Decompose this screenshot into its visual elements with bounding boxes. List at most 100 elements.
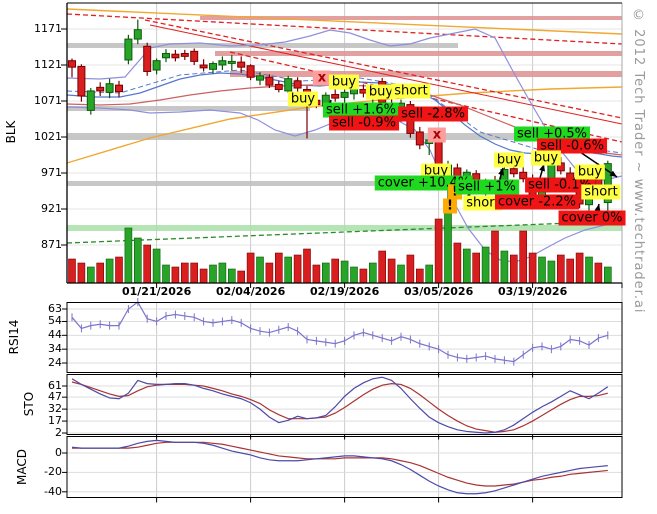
volume-bar: [481, 246, 490, 284]
candlestick: [284, 78, 293, 92]
support-resistance-band: [215, 51, 622, 56]
sto-tick-label: 17: [48, 414, 62, 428]
support-resistance-band: [67, 225, 622, 231]
candlestick: [256, 75, 264, 81]
volume-bar: [209, 264, 217, 284]
signal-label-stop: x: [427, 127, 447, 143]
volume-bar: [303, 248, 311, 284]
volume-bar: [143, 244, 151, 284]
volume-bar: [359, 268, 368, 284]
volume-bar: [87, 266, 95, 284]
volume-bar: [444, 212, 452, 284]
support-resistance-band: [230, 71, 622, 77]
signal-label-cover: cover -2.2%: [495, 194, 579, 210]
signal-arrowhead: [609, 170, 617, 177]
volume-bar: [425, 264, 434, 284]
candlestick: [152, 60, 161, 71]
signal-label-alert: !: [443, 198, 457, 214]
signal-label-cover: cover 0%: [558, 210, 626, 226]
volume-bar: [228, 268, 236, 284]
volume-bar: [519, 230, 528, 284]
candlestick: [68, 60, 76, 68]
rsi-line: [71, 301, 608, 363]
candlestick: [246, 65, 255, 78]
signal-label-buy: buy: [530, 150, 562, 166]
candlestick: [180, 52, 189, 57]
signal-label-buy: buy: [365, 84, 397, 100]
volume-bar: [152, 248, 161, 284]
volume-bar: [105, 258, 114, 284]
candlestick: [199, 64, 208, 69]
volume-bar: [556, 254, 565, 284]
price-tick-label: 1071: [34, 94, 62, 107]
volume-bar: [321, 262, 330, 284]
signal-arrowhead: [498, 168, 504, 176]
volume-bar: [368, 262, 377, 284]
signal-label-short: short: [391, 83, 431, 99]
candlestick: [115, 84, 123, 93]
price-tick-label: 1121: [34, 58, 62, 71]
candlestick: [293, 80, 302, 89]
volume-bar: [472, 252, 481, 284]
volume-bar: [462, 248, 471, 284]
candlestick: [603, 163, 612, 204]
support-resistance-band: [200, 16, 622, 20]
price-tick-label: 1171: [34, 22, 62, 35]
candlestick: [519, 171, 528, 180]
volume-bar: [256, 256, 264, 284]
candlestick: [274, 83, 283, 90]
sto-tick-label: 47: [48, 390, 62, 404]
signal-label-sell: sell -0.1%: [525, 177, 595, 193]
rsi-tick-label: 54: [48, 314, 62, 328]
candlestick: [227, 60, 236, 64]
volume-bar: [585, 256, 593, 284]
volume-bar: [387, 258, 396, 284]
signal-label-short: short: [463, 195, 503, 211]
watermark: © 2012 Tech Trader ~ www.techtrader.ai: [631, 8, 646, 314]
signal-label-buy: buy: [287, 91, 319, 107]
rsi-tick-label: 63: [48, 302, 62, 315]
price-tick-label: 1021: [34, 130, 62, 143]
volume-bar: [397, 264, 405, 284]
volume-bar: [134, 237, 142, 284]
candlestick: [237, 61, 246, 68]
volume-bar: [603, 266, 612, 284]
sto-tick-label: 2: [55, 426, 62, 440]
volume-bar: [171, 266, 180, 284]
candlestick: [171, 53, 180, 59]
macd-tick-label: -20: [44, 465, 62, 479]
volume-bar: [491, 230, 499, 284]
trend-line: [144, 19, 623, 119]
candlestick: [218, 60, 227, 66]
volume-bar: [434, 218, 443, 284]
candlestick: [162, 52, 170, 59]
signal-label-buy: buy: [493, 152, 525, 168]
candlestick: [77, 65, 86, 97]
macd-line: [71, 439, 608, 495]
volume-bar: [162, 264, 170, 284]
volume-bar: [246, 252, 255, 284]
date-tick-label: 03/05/2026: [403, 285, 474, 298]
volume-bar: [218, 262, 227, 284]
price-tick-label: 921: [41, 202, 62, 215]
volume-bar: [547, 260, 556, 284]
volume-bar: [77, 262, 86, 284]
volume-bar: [566, 258, 575, 284]
volume-bar: [415, 268, 424, 284]
trend-line: [149, 24, 623, 125]
volume-bar: [406, 254, 415, 284]
signal-label-buy: buy: [420, 163, 452, 179]
sto-signal-line: [71, 381, 608, 433]
rsi-tick-label: 34: [48, 342, 62, 356]
volume-bar: [96, 262, 104, 284]
volume-bar: [190, 262, 198, 284]
rsi-tick-label: 24: [48, 356, 62, 369]
date-tick-label: 02/19/2026: [309, 285, 380, 298]
signal-label-sell: sell +1%: [455, 179, 519, 195]
candlestick: [509, 168, 518, 175]
candlestick: [190, 50, 199, 62]
signal-label-sell: sell +1.6%: [322, 102, 400, 118]
volume-bar: [265, 262, 274, 284]
volume-bar: [181, 262, 189, 284]
